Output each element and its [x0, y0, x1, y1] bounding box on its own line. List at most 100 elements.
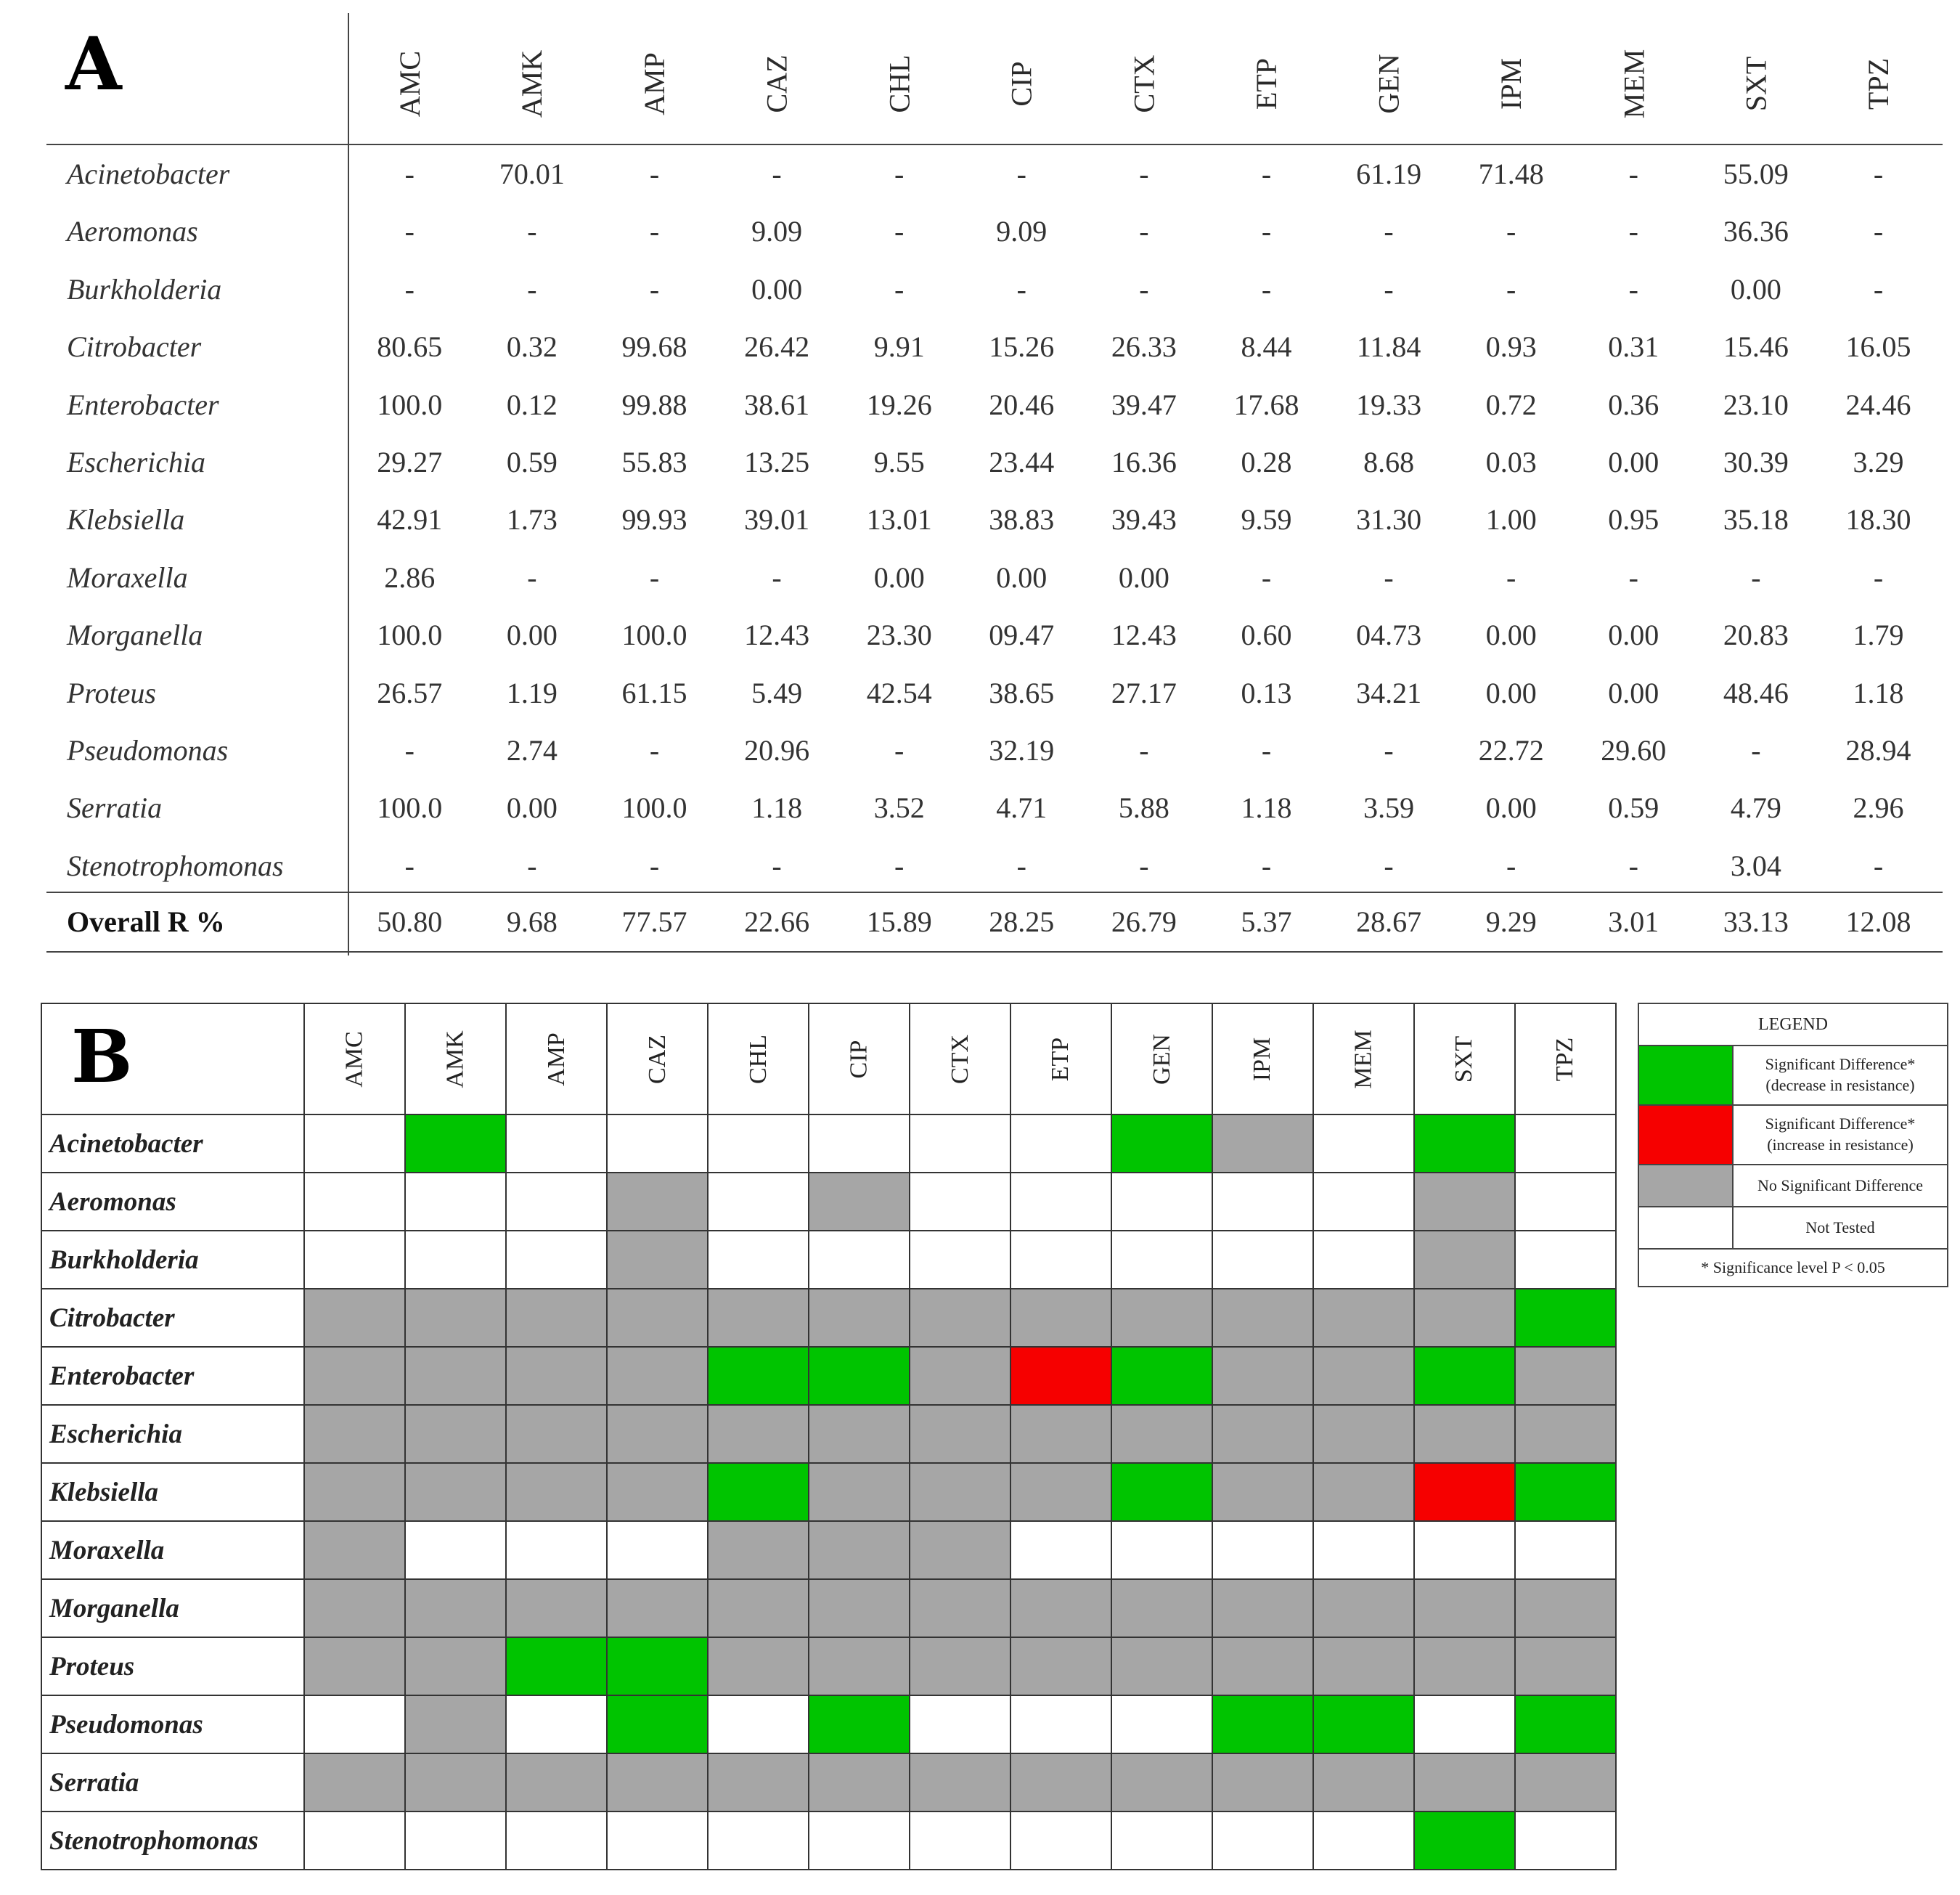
panel-b-organism: Serratia — [42, 1754, 305, 1812]
panel-b-status-cell — [1112, 1464, 1213, 1522]
panel-b-status-cell — [1314, 1580, 1415, 1638]
panel-b-status-cell — [809, 1638, 910, 1696]
panel-a-value-cell: 28.25 — [989, 905, 1055, 938]
legend-item: No Significant Difference — [1639, 1165, 1947, 1207]
panel-b-status-cell — [406, 1696, 507, 1754]
panel-b-status-cell — [1415, 1173, 1516, 1231]
panel-b-status-cell — [406, 1348, 507, 1406]
panel-b-status-cell — [305, 1696, 406, 1754]
panel-a-value-cell: 70.01 — [499, 158, 565, 190]
panel-a-value-cell: 18.30 — [1845, 503, 1911, 537]
panel-a-value-cell: 80.65 — [377, 330, 443, 364]
panel-b-status-cell — [1314, 1115, 1415, 1173]
panel-b-status-cell — [1314, 1696, 1415, 1754]
panel-a-value-cell: 42.91 — [377, 503, 443, 537]
panel-a-value-cell: 31.30 — [1356, 503, 1422, 537]
panel-b-status-cell — [1516, 1696, 1617, 1754]
panel-a-value-cell: 55.83 — [621, 446, 687, 478]
panel-b-status-cell — [1112, 1522, 1213, 1580]
panel-b-status-cell — [507, 1580, 608, 1638]
panel-a-row: Acinetobacter - 70.01 - - - - - - 61.19 71.48 - 55.0… — [0, 145, 1960, 203]
panel-a-value-cell: - — [1384, 734, 1394, 767]
panel-a-value-cell: - — [1873, 849, 1884, 882]
panel-a-col-header-text: CHL — [883, 54, 916, 113]
panel-b-col-header-text: ETP — [1047, 1037, 1074, 1081]
panel-a-value-cell: 0.12 — [506, 388, 558, 421]
panel-b-status-cell — [1415, 1115, 1516, 1173]
panel-b-organism: Proteus — [42, 1638, 305, 1696]
panel-b-status-cell — [1213, 1115, 1314, 1173]
panel-a-value-cell: 0.00 — [1730, 272, 1781, 306]
panel-b-col-header-text: CAZ — [643, 1034, 671, 1084]
panel-a-value-cell: - — [649, 215, 660, 248]
panel-b-status-cell — [507, 1696, 608, 1754]
panel-b-status-cell — [305, 1173, 406, 1231]
panel-b-status-cell — [1011, 1115, 1112, 1173]
panel-a-row: Escherichia 29.27 0.59 55.83 13.25 9.55 23.44 1… — [0, 433, 1960, 492]
panel-a-row: Pseudomonas - 2.74 - 20.96 - 32.19 - - - 22.72 29.6… — [0, 722, 1960, 780]
panel-a-value-cell: 5.37 — [1241, 905, 1292, 938]
panel-a-overall-rule — [46, 892, 1943, 893]
panel-a-organism: Morganella — [67, 619, 203, 652]
panel-b-status-cell — [709, 1173, 809, 1231]
panel-b-status-cell — [1415, 1754, 1516, 1812]
panel-b-status-cell — [305, 1406, 406, 1464]
panel-b-status-cell — [507, 1638, 608, 1696]
panel-b-status-cell — [305, 1638, 406, 1696]
panel-b-status-cell — [507, 1115, 608, 1173]
panel-a-value-cell: 8.44 — [1241, 330, 1292, 364]
panel-b-organism: Burkholderia — [42, 1231, 305, 1289]
panel-a-value-cell: 26.33 — [1111, 330, 1177, 364]
panel-a-value-cell: 4.71 — [996, 791, 1048, 825]
panel-b-status-cell — [1213, 1696, 1314, 1754]
panel-a-value-cell: 09.47 — [989, 619, 1055, 652]
panel-a-organism: Citrobacter — [67, 330, 202, 364]
panel-b-status-cell — [608, 1696, 709, 1754]
panel-a-value-cell: - — [1261, 215, 1272, 248]
panel-b-status-cell — [809, 1406, 910, 1464]
panel-a-value-cell: - — [649, 849, 660, 882]
panel-b-status-cell — [809, 1115, 910, 1173]
panel-b-status-cell — [1011, 1522, 1112, 1580]
panel-b-col-header: MEM — [1314, 1004, 1415, 1115]
legend-item: Significant Difference* (decrease in resi… — [1639, 1046, 1947, 1106]
panel-a-value-cell: 0.00 — [751, 272, 803, 306]
panel-b-status-cell — [406, 1115, 507, 1173]
panel-a-value-cell: 27.17 — [1111, 676, 1177, 709]
panel-a-header-rule — [46, 144, 1943, 145]
panel-b-status-cell — [910, 1696, 1011, 1754]
panel-a-value-cell: 5.88 — [1118, 791, 1169, 825]
panel-a-value-cell: - — [1139, 272, 1149, 306]
panel-a-value-cell: - — [527, 849, 537, 882]
panel-b-status-cell — [406, 1173, 507, 1231]
panel-a-value-cell: 9.09 — [751, 215, 803, 248]
legend-note: * Significance level P < 0.05 — [1701, 1258, 1885, 1276]
panel-a-value-cell: - — [527, 215, 537, 248]
panel-a-value-cell: - — [1384, 849, 1394, 882]
panel-b-organism: Stenotrophomonas — [42, 1812, 305, 1870]
legend-title: LEGEND — [1639, 1004, 1947, 1046]
panel-b-status-cell — [305, 1348, 406, 1406]
panel-a-value-cell: 16.36 — [1111, 446, 1177, 478]
panel-a-value-cell: 19.26 — [866, 388, 932, 421]
panel-a-value-cell: 12.43 — [744, 619, 810, 652]
panel-b-status-cell — [608, 1173, 709, 1231]
panel-a-value-cell: 3.52 — [873, 791, 925, 825]
panel-b-status-cell — [809, 1522, 910, 1580]
panel-a-value-cell: 9.55 — [873, 446, 925, 478]
panel-a-value-cell: - — [1139, 158, 1149, 190]
panel-a-value-cell: - — [1384, 561, 1394, 594]
panel-b-col-header-text: CHL — [744, 1034, 772, 1084]
panel-b-status-cell — [507, 1812, 608, 1870]
panel-a-value-cell: 61.19 — [1356, 158, 1422, 190]
panel-b-status-cell — [1112, 1289, 1213, 1348]
panel-a-value-cell: 77.57 — [621, 905, 687, 938]
panel-b-status-cell — [507, 1173, 608, 1231]
panel-a-value-cell: 04.73 — [1356, 619, 1422, 652]
panel-b-col-header: IPM — [1213, 1004, 1314, 1115]
panel-b-status-cell — [1213, 1406, 1314, 1464]
panel-b-status-cell — [709, 1289, 809, 1348]
panel-b-status-cell — [709, 1638, 809, 1696]
panel-b-status-cell — [910, 1580, 1011, 1638]
panel-b-col-header-text: TPZ — [1551, 1037, 1579, 1081]
